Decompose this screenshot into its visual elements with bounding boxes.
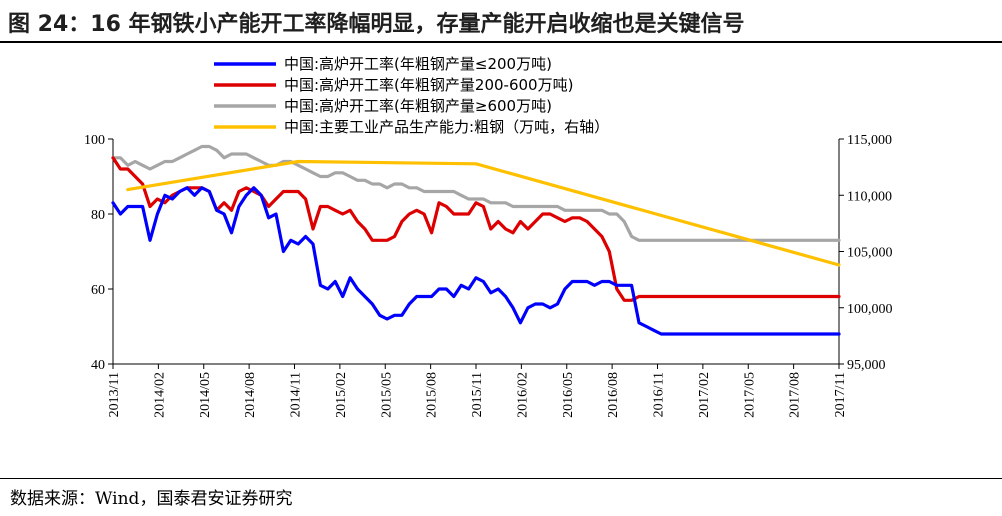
x-axis-tick-label: 2017/08 (788, 372, 803, 418)
x-axis-tick-label: 2016/11 (652, 372, 667, 417)
x-axis-tick-label: 2017/02 (697, 372, 712, 418)
x-axis-tick-label: 2014/08 (243, 372, 258, 418)
right-axis-tick-label: 110,000 (847, 189, 892, 204)
x-axis-tick-label: 2014/05 (198, 372, 213, 418)
left-axis-tick-label: 80 (91, 208, 105, 223)
source-rule (0, 478, 1002, 479)
chart-axes: 40 60 80 100 95,000 100,000 105,000 110,000 115,… (84, 133, 893, 418)
series-line-4 (126, 159, 841, 267)
chart-legend: 中国:高炉开工率(年粗钢产量≤200万吨) 中国:高炉开工率(年粗钢产量200-6… (214, 55, 609, 136)
x-axis-tick-label: 2016/02 (515, 372, 530, 418)
x-axis-tick-label: 2013/11 (107, 372, 122, 417)
x-axis-tick-label: 2015/11 (470, 372, 485, 417)
figure-title: 图 24：16 年钢铁小产能开工率降幅明显，存量产能开启收缩也是关键信号 (8, 12, 745, 37)
right-axis-tick-label: 100,000 (847, 302, 893, 317)
x-axis-tick-label: 2016/08 (606, 372, 621, 418)
left-axis-tick-label: 60 (91, 283, 105, 298)
legend-label-2: 中国:高炉开工率(年粗钢产量200-600万吨) (284, 76, 573, 94)
series-line-1 (111, 186, 841, 336)
chart: 40 60 80 100 95,000 100,000 105,000 110,000 115,… (84, 55, 893, 418)
source-note: 数据来源：Wind，国泰君安证券研究 (10, 489, 293, 509)
right-axis-tick-label: 95,000 (847, 358, 886, 373)
x-axis-tick-label: 2015/08 (425, 372, 440, 418)
x-axis-tick-label: 2015/02 (334, 372, 349, 418)
legend-label-1: 中国:高炉开工率(年粗钢产量≤200万吨) (284, 55, 552, 73)
title-rule (0, 41, 1002, 43)
x-axis-tick-label: 2016/05 (561, 372, 576, 418)
left-axis-tick-label: 40 (91, 358, 105, 373)
series-line-3 (111, 144, 841, 242)
x-axis-tick-label: 2017/05 (742, 372, 757, 418)
x-axis-tick-label: 2014/11 (289, 372, 304, 417)
series-line-2 (111, 156, 841, 302)
right-axis-tick-label: 105,000 (847, 246, 893, 261)
legend-label-3: 中国:高炉开工率(年粗钢产量≥600万吨) (284, 97, 552, 115)
left-axis-tick-label: 100 (84, 133, 105, 148)
x-axis-tick-label: 2015/05 (379, 372, 394, 418)
plot-area (111, 144, 841, 336)
right-axis-tick-label: 115,000 (847, 133, 892, 148)
legend-label-4: 中国:主要工业产品生产能力:粗钢（万吨，右轴） (284, 118, 609, 136)
x-axis-tick-label: 2014/02 (152, 372, 167, 418)
x-axis-tick-label: 2017/11 (833, 372, 848, 417)
